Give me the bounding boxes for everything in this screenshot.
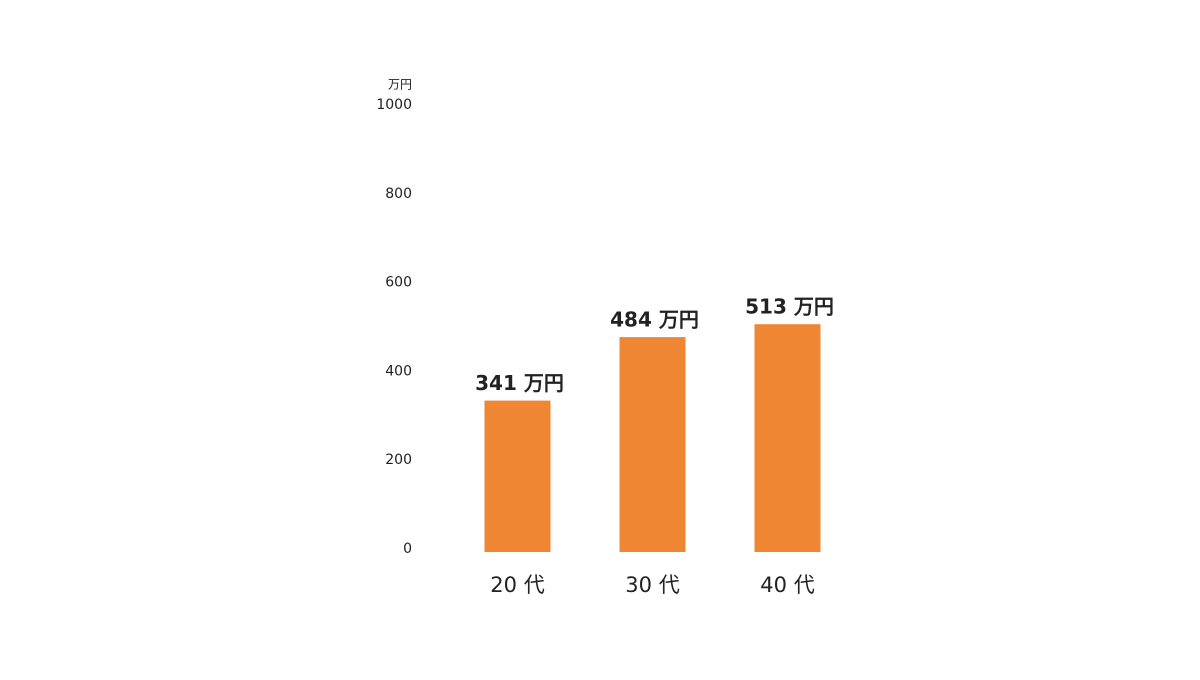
x-tick-label: 40 代 — [760, 573, 814, 597]
y-tick-label: 1000 — [376, 97, 412, 113]
bar — [484, 400, 551, 552]
y-tick-label: 0 — [403, 541, 412, 557]
value-label: 484 万円 — [610, 308, 699, 332]
value-label: 513 万円 — [745, 295, 834, 319]
y-tick-label: 800 — [385, 186, 412, 202]
bar — [754, 324, 821, 552]
y-tick-label: 600 — [385, 275, 412, 291]
bar — [619, 337, 686, 552]
x-tick-label: 30 代 — [625, 573, 679, 597]
y-tick-label: 400 — [385, 363, 412, 379]
y-axis-label: 万円 — [388, 78, 412, 92]
value-label: 341 万円 — [475, 371, 564, 395]
y-tick-label: 200 — [385, 452, 412, 468]
x-tick-label: 20 代 — [490, 573, 544, 597]
